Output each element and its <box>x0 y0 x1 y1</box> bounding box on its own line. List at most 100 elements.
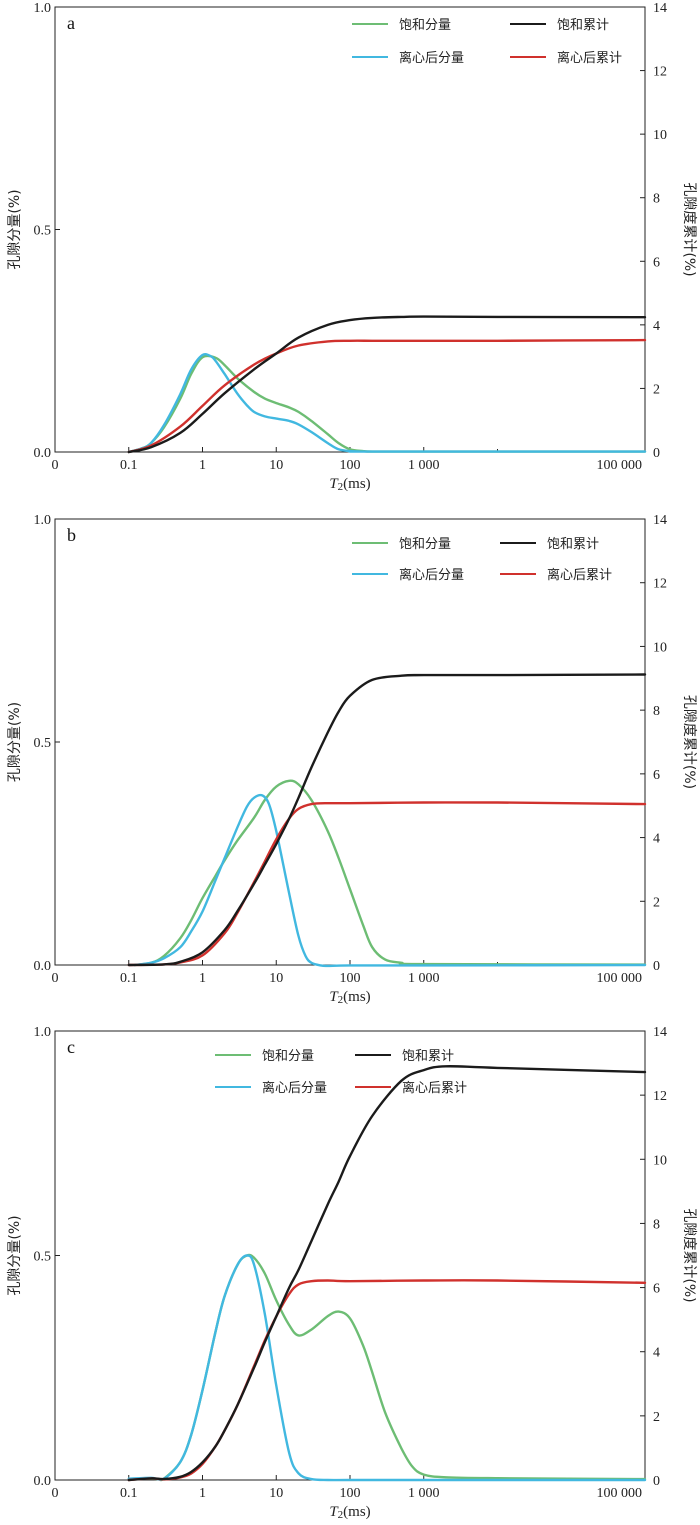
y-left-axis-label: 孔隙分量(%) <box>7 1215 23 1295</box>
legend-item: 饱和分量 <box>352 18 451 33</box>
y-right-tick-label: 14 <box>653 1025 667 1040</box>
legend-label: 离心后分量 <box>262 1080 327 1096</box>
y-right-tick-label: 12 <box>653 1089 667 1104</box>
legend-item: 离心后分量 <box>352 567 464 583</box>
series-sat-cumulative-line <box>127 315 647 454</box>
x-tick-label: 100 <box>340 971 361 986</box>
x-axis-label: T2(ms) <box>329 476 370 493</box>
y-left-tick-label: 0.0 <box>34 959 52 974</box>
series-sat-cumulative-line <box>127 673 647 967</box>
panel-b: 0 0.1 1 10 100 1 000 100 000 T2(ms) 0.0 0.5 1.0 0 2 4… <box>7 513 697 1006</box>
x-axis-label: T2(ms) <box>329 989 370 1006</box>
y-right-tick-label: 8 <box>653 1217 660 1232</box>
x-tick-label: 0 <box>52 971 59 986</box>
y-right-tick-label: 6 <box>653 768 660 783</box>
x-tick-label: 0 <box>52 1486 59 1501</box>
x-tick-label: 0.1 <box>120 458 138 473</box>
plot-frame <box>54 1030 646 1481</box>
x-tick-label: 1 <box>199 971 206 986</box>
y-right-tick-label: 12 <box>653 65 667 80</box>
y-right-tick-label: 4 <box>653 319 660 334</box>
y-right-tick-label: 12 <box>653 577 667 592</box>
y-left-tick-label: 1.0 <box>34 1 52 16</box>
legend-label: 离心后分量 <box>399 567 464 583</box>
series-cent-cumulative-line <box>127 1279 647 1482</box>
y-right-tick-label: 6 <box>653 1282 660 1297</box>
legend-item: 饱和分量 <box>352 537 451 552</box>
legend-label: 离心后分量 <box>399 50 464 66</box>
legend-label: 饱和累计 <box>402 1049 454 1064</box>
x-tick-label: 0 <box>52 458 59 473</box>
y-right-tick-label: 4 <box>653 1346 660 1361</box>
series-sat-cumulative-line <box>127 1065 647 1482</box>
y-left-tick-label: 0.0 <box>34 446 52 461</box>
series-sat-component-line <box>127 1253 647 1482</box>
y-right-axis-label: 孔隙度累计(%) <box>681 182 697 276</box>
y-right-tick-label: 6 <box>653 255 660 270</box>
x-tick-label: 100 000 <box>597 1486 643 1501</box>
legend-label: 离心后累计 <box>547 567 612 583</box>
panel-label: b <box>67 525 76 545</box>
y-right-tick-label: 10 <box>653 1153 667 1168</box>
series-sat-component-line <box>133 779 647 967</box>
plot-frame <box>54 518 646 966</box>
legend-label: 饱和累计 <box>547 537 599 552</box>
legend-label: 离心后累计 <box>557 50 622 66</box>
y-right-tick-label: 10 <box>653 128 667 143</box>
y-right-tick-label: 2 <box>653 895 660 910</box>
y-left-axis-label: 孔隙分量(%) <box>7 189 23 269</box>
legend-item: 饱和分量 <box>215 1049 314 1064</box>
legend-item: 饱和累计 <box>355 1049 454 1064</box>
y-left-axis-label: 孔隙分量(%) <box>7 702 23 782</box>
x-tick-label: 1 000 <box>408 458 440 473</box>
y-right-axis-label: 孔隙度累计(%) <box>681 1208 697 1302</box>
series-cent-component-line <box>133 793 647 968</box>
legend-label: 饱和累计 <box>557 18 609 33</box>
x-tick-label: 1 <box>199 458 206 473</box>
x-tick-label: 100 <box>340 1486 361 1501</box>
series-cent-component-line <box>127 1254 647 1482</box>
legend-label: 饱和分量 <box>399 537 451 552</box>
panel-label: a <box>67 13 75 33</box>
x-tick-label: 100 000 <box>597 458 643 473</box>
y-right-tick-label: 8 <box>653 704 660 719</box>
legend-label: 饱和分量 <box>262 1049 314 1064</box>
legend-item: 饱和累计 <box>500 537 599 552</box>
x-tick-label: 10 <box>269 1486 283 1501</box>
legend-item: 离心后分量 <box>352 50 464 66</box>
y-left-tick-label: 1.0 <box>34 1025 52 1040</box>
x-tick-label: 0.1 <box>120 1486 138 1501</box>
x-tick-label: 0.1 <box>120 971 138 986</box>
legend-item: 饱和累计 <box>510 18 609 33</box>
x-tick-label: 1 000 <box>408 971 440 986</box>
legend-item: 离心后分量 <box>215 1080 327 1096</box>
y-right-tick-label: 4 <box>653 832 660 847</box>
y-right-tick-label: 14 <box>653 1 667 16</box>
y-left-tick-label: 0.0 <box>34 1474 52 1489</box>
series-cent-cumulative-line <box>127 338 647 454</box>
y-right-tick-label: 2 <box>653 382 660 397</box>
panel-a: 0 0.1 1 10 100 1 000 100 000 T2(ms) 0.0 0.5 1.0 0 2 4… <box>7 1 697 493</box>
y-right-tick-label: 8 <box>653 192 660 207</box>
y-right-tick-label: 0 <box>653 1474 660 1489</box>
series-cent-component-line <box>127 352 647 454</box>
y-left-tick-label: 0.5 <box>34 1250 52 1265</box>
y-right-tick-label: 0 <box>653 446 660 461</box>
x-tick-label: 100 000 <box>597 971 643 986</box>
x-tick-label: 10 <box>269 458 283 473</box>
x-tick-label: 1 <box>199 1486 206 1501</box>
y-left-tick-label: 0.5 <box>34 224 52 239</box>
legend-label: 离心后累计 <box>402 1080 467 1096</box>
x-tick-label: 100 <box>340 458 361 473</box>
x-tick-label: 1 000 <box>408 1486 440 1501</box>
panel-label: c <box>67 1037 75 1057</box>
legend-item: 离心后累计 <box>510 50 622 66</box>
y-right-tick-label: 14 <box>653 513 667 528</box>
plot-frame <box>54 6 646 453</box>
y-right-tick-label: 10 <box>653 640 667 655</box>
y-right-tick-label: 0 <box>653 959 660 974</box>
x-axis-label: T2(ms) <box>329 1504 370 1521</box>
y-left-tick-label: 1.0 <box>34 513 52 528</box>
panel-c: 0 0.1 1 10 100 1 000 100 000 T2(ms) 0.0 0.5 1.0 0 2 4… <box>7 1025 697 1521</box>
